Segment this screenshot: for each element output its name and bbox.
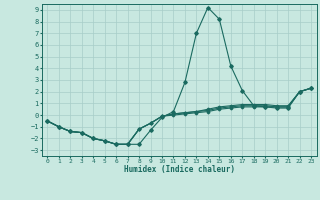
X-axis label: Humidex (Indice chaleur): Humidex (Indice chaleur): [124, 165, 235, 174]
